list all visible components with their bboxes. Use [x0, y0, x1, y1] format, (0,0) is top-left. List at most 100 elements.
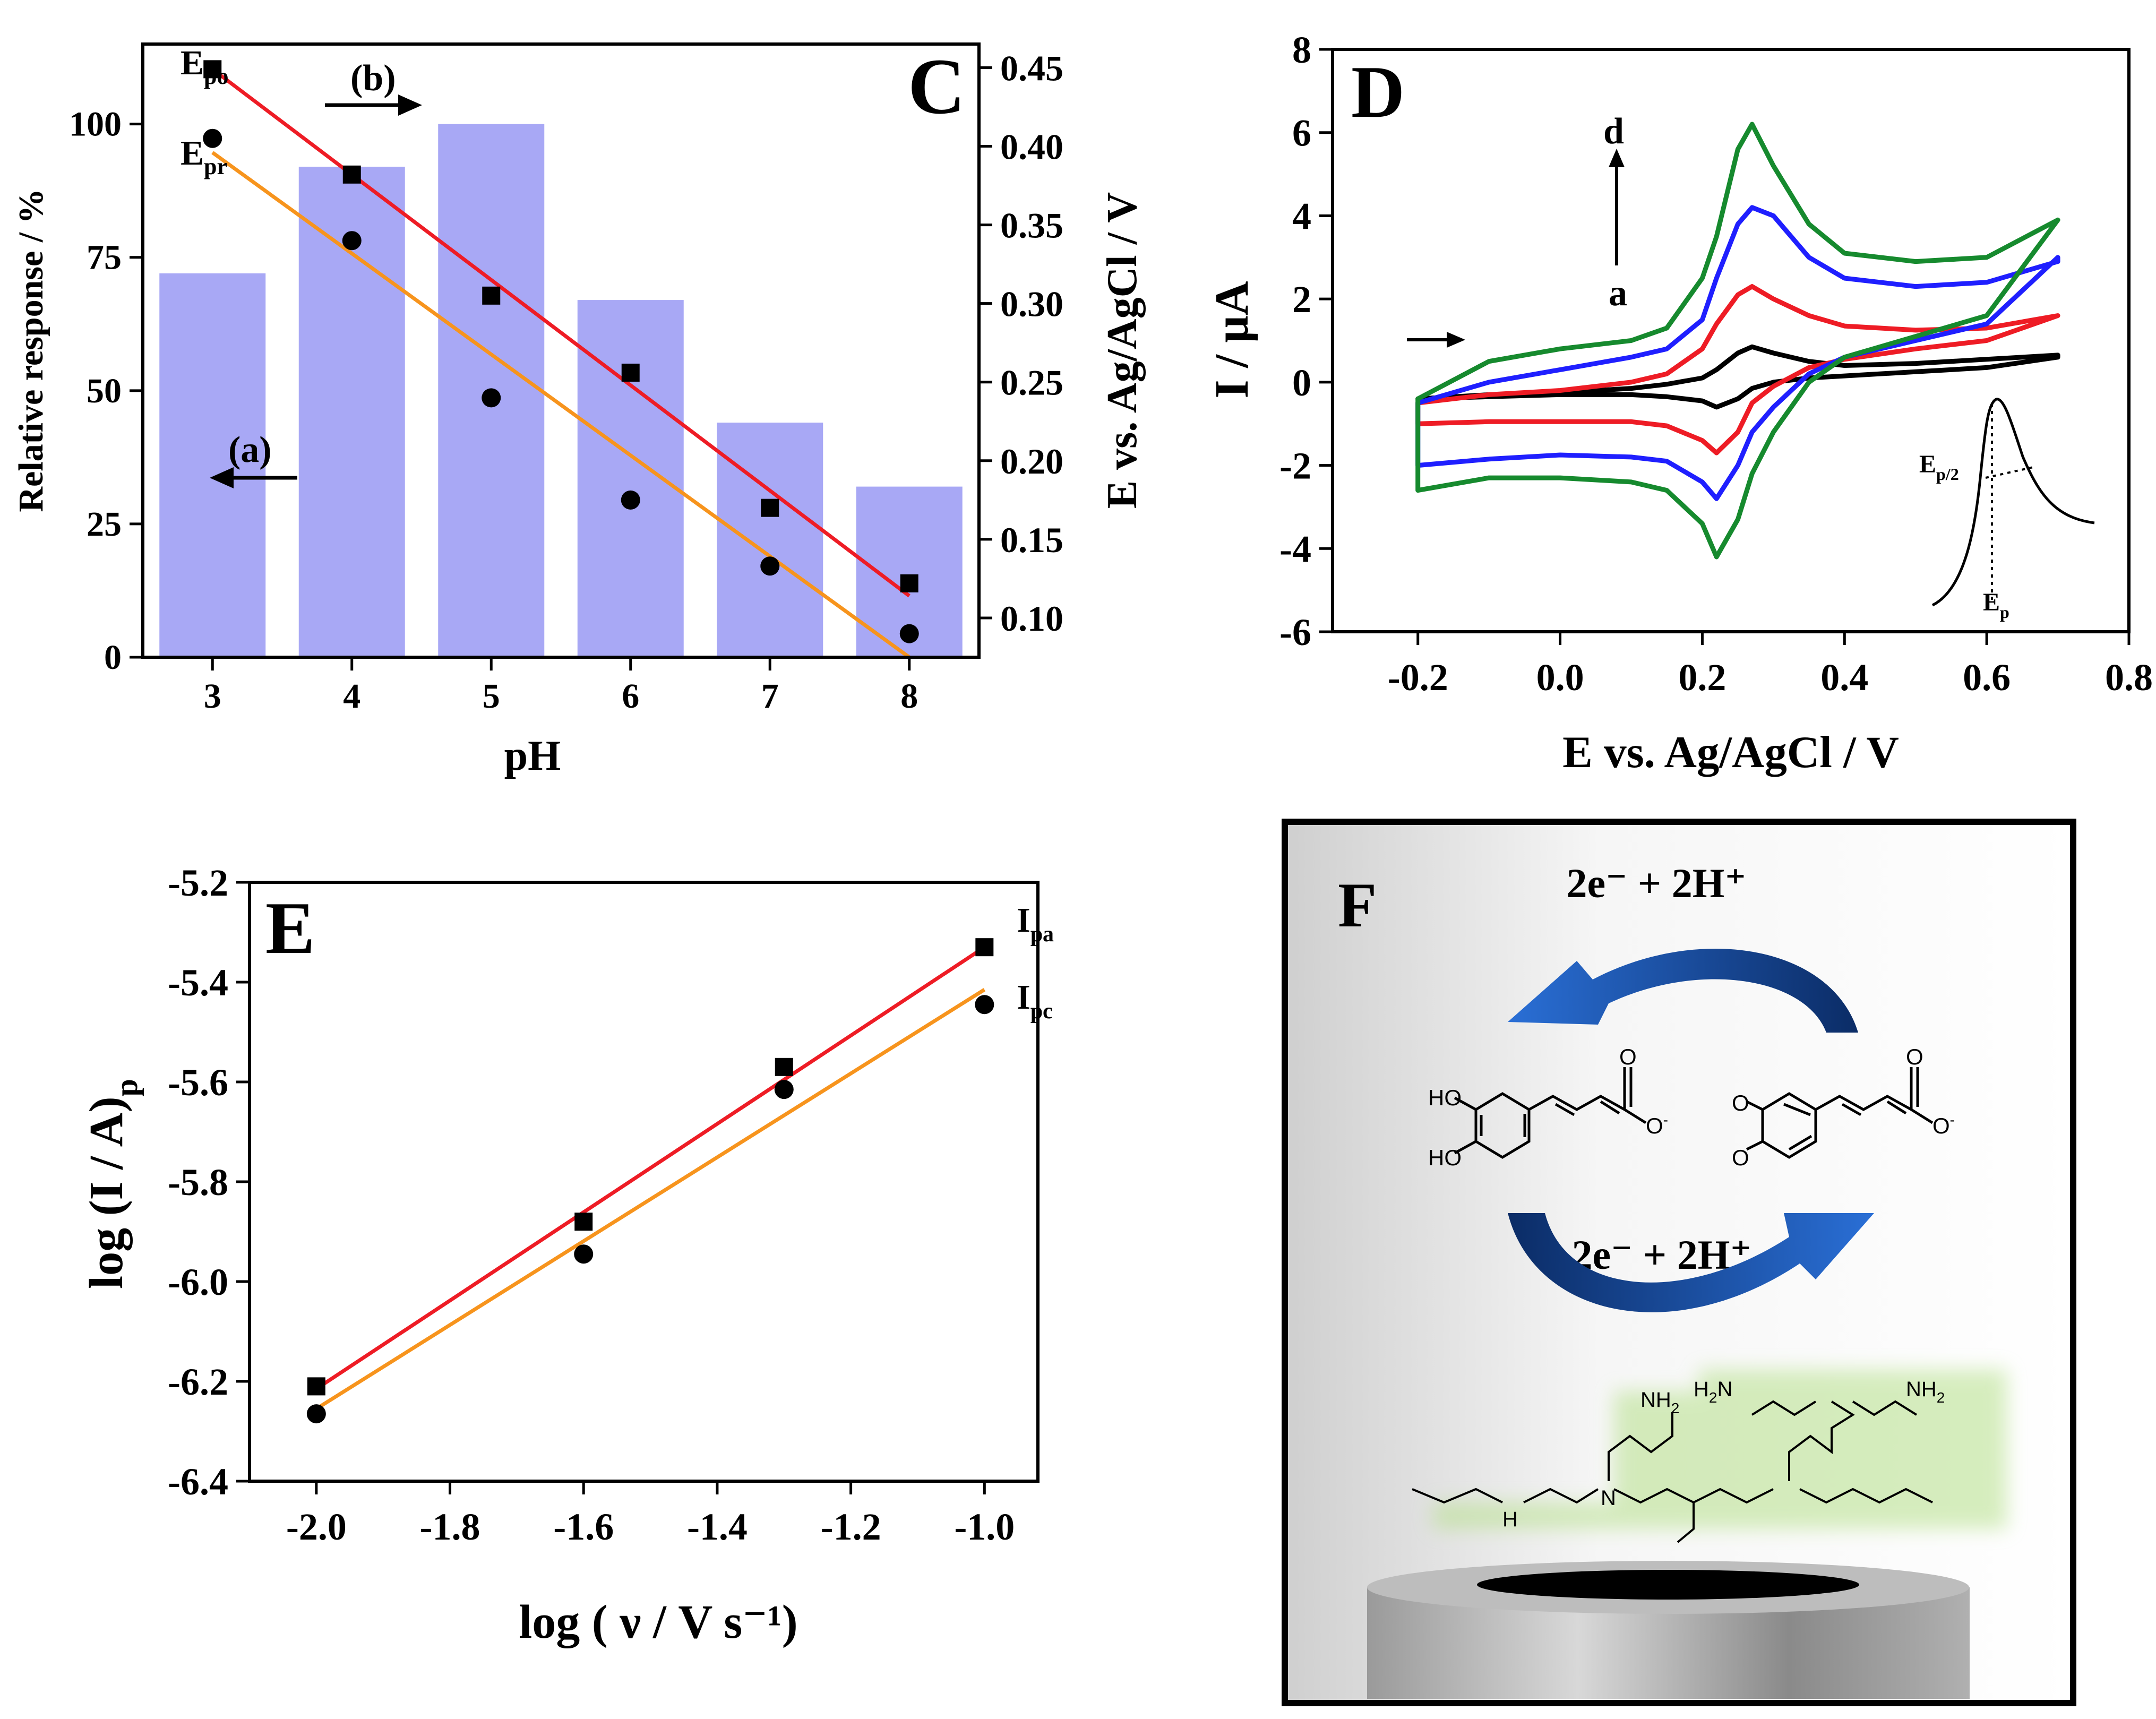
panel-e-x-tick-label: -1.8 — [420, 1506, 480, 1548]
panel-f-o-top-left: O — [1619, 1044, 1637, 1069]
panel-d-y-tick-label: 2 — [1292, 278, 1311, 321]
panel-d-y-tick-label: 6 — [1292, 112, 1311, 154]
panel-c-x-tick-label: 3 — [204, 677, 221, 716]
panel-e-point-Ipc — [306, 1404, 326, 1424]
panel-e-point-Ipc — [975, 995, 994, 1015]
panel-c-y2-tick-label: 0.35 — [1000, 205, 1063, 246]
panel-c-y2-tick-label: 0.40 — [1000, 127, 1063, 167]
panel-c-point-Epr — [342, 231, 362, 251]
panel-e-y-axis-title: log (I / A)p — [80, 1079, 144, 1289]
panel-d-curve-a — [1415, 344, 2060, 410]
panel-c-annot-b: (b) — [350, 58, 396, 99]
panel-e-point-Ipc — [774, 1080, 794, 1099]
panel-c-y2-tick-label: 0.15 — [1000, 520, 1063, 560]
panel-c-x-tick-label: 5 — [483, 677, 500, 716]
panel-c-y-tick-label: 50 — [87, 372, 122, 410]
panel-f-nh2-2: H2N — [1694, 1378, 1732, 1406]
panel-c: 3 4 5 6 7 8 0 25 50 75 100 0.10 0.15 0.20 0.25 0.30 0.35… — [12, 42, 1146, 779]
panel-c-point-Epr — [899, 624, 919, 643]
panel-d-y-axis-title: I / μA — [1206, 281, 1258, 398]
panel-d-curve-b — [1415, 284, 2060, 455]
panel-f-arrow-bottom-icon — [1508, 1213, 1874, 1312]
panel-e-letter: E — [265, 887, 315, 969]
panel-f-molecule-caffeic — [1454, 1067, 1647, 1159]
panel-f-top-label: 2e⁻ + 2H⁺ — [1566, 860, 1746, 906]
panel-e-x-tick-label: -1.6 — [553, 1506, 614, 1548]
panel-c-frame — [141, 42, 981, 659]
panel-e-x-tick-label: -2.0 — [286, 1506, 347, 1548]
panel-f-molecule-quinone — [1746, 1067, 1934, 1159]
panel-d-inset-curve — [1931, 398, 2095, 607]
panel-d-x-tick-label: 0.8 — [2105, 656, 2153, 699]
panel-d-curve-c — [1415, 205, 2060, 501]
panel-d-y-tick-label: 8 — [1292, 29, 1311, 71]
panel-e-y-tick-label: -5.6 — [168, 1061, 228, 1104]
panel-e-point-Ipa — [574, 1213, 593, 1231]
panel-d-inset-ep: Ep — [1983, 588, 2009, 622]
panel-d-letter: D — [1351, 51, 1405, 133]
panel-c-y-tick-label: 25 — [87, 505, 122, 544]
panel-c-letter: C — [908, 42, 965, 131]
panel-f-letter: F — [1338, 870, 1377, 940]
panel-e-y-tick-label: -5.4 — [168, 961, 228, 1004]
panel-d-x-axis-title: E vs. Ag/AgCl / V — [1562, 727, 1899, 777]
panel-f-o-quinone-2: O — [1732, 1145, 1749, 1170]
panel-e-x-tick-label: -1.4 — [687, 1506, 748, 1548]
panel-f: F 2e⁻ + 2H⁺ 2e⁻ + 2H⁺ HO HO O O- O O O O… — [1282, 819, 2076, 1706]
panel-c-y-axis-title: Relative response / % — [12, 188, 50, 512]
panel-d-inset-ep2: Ep/2 — [1919, 450, 1959, 484]
panel-d-x-tick-label: 0.6 — [1963, 656, 2011, 699]
panel-e-y-tick-label: -6.2 — [168, 1361, 228, 1403]
panel-c-point-Epr — [482, 388, 501, 408]
panel-f-nh2-3: NH2 — [1906, 1378, 1945, 1406]
panel-d-curve-label-d: d — [1603, 111, 1624, 152]
panel-c-y2-axis-title: E vs. Ag/AgCl / V — [1099, 192, 1146, 509]
panel-f-n-amine: N — [1601, 1486, 1616, 1510]
panel-f-electrode — [1367, 1561, 1970, 1699]
panel-f-o-minus-left: O- — [1646, 1112, 1668, 1138]
panel-c-point-Epo — [203, 60, 222, 79]
panel-c-point-Epr — [760, 556, 780, 576]
panel-c-x-tick-label: 6 — [622, 677, 639, 716]
panel-e-point-Ipc — [574, 1244, 594, 1264]
panel-f-o-minus-right: O- — [1932, 1112, 1955, 1138]
panel-c-y2-tick-label: 0.45 — [1000, 48, 1063, 88]
panel-e-x-tick-label: -1.2 — [821, 1506, 881, 1548]
panel-c-point-Epo — [482, 286, 501, 305]
panel-d-x-tick-label: 0.4 — [1820, 656, 1868, 699]
panel-d-y-tick-label: -2 — [1279, 445, 1311, 487]
panel-d-x-tick-label: 0.2 — [1678, 656, 1726, 699]
panel-e-point-Ipa — [307, 1377, 325, 1396]
panel-c-point-Epo — [621, 363, 640, 382]
panel-c-fit-Epo — [211, 67, 910, 598]
panel-f-o-quinone-1: O — [1732, 1090, 1749, 1115]
panel-f-h-amine: H — [1502, 1508, 1518, 1531]
panel-d-y-tick-label: 4 — [1292, 195, 1311, 237]
panel-e-label-ipc: Ipc — [1017, 978, 1053, 1024]
panel-c-bar-7 — [717, 423, 823, 657]
panel-d-y-tick-label: 0 — [1292, 362, 1311, 404]
panel-d-curve-d — [1415, 122, 2060, 560]
panel-d-curve-label-a: a — [1609, 273, 1627, 314]
panel-e-point-Ipa — [975, 938, 994, 957]
panel-c-fit-Epr — [211, 151, 910, 659]
panel-c-bar-6 — [577, 300, 684, 657]
panel-d: -0.2 0.0 0.2 0.4 0.6 0.8 -6 -4 -2 0 2 4 6 8 D E vs. A… — [1206, 29, 2153, 777]
panel-e-frame — [248, 881, 1040, 1483]
panel-c-y2-tick-label: 0.10 — [1000, 598, 1063, 639]
panel-c-y-tick-label: 75 — [87, 238, 122, 277]
panel-c-x-axis-title: pH — [504, 733, 561, 779]
panel-e-y-tick-label: -5.8 — [168, 1161, 228, 1204]
panel-c-point-Epo — [900, 574, 918, 592]
panel-f-ho-1: HO — [1428, 1085, 1462, 1110]
panel-c-point-Epr — [621, 490, 640, 510]
panel-f-polymer — [1412, 1400, 1933, 1543]
panel-d-x-tick-label: -0.2 — [1388, 656, 1448, 699]
panel-c-x-tick-label: 4 — [343, 677, 360, 716]
panel-e-y-tick-label: -6.0 — [168, 1261, 228, 1303]
panel-c-bar-3 — [159, 273, 266, 657]
panel-f-arrow-top-icon — [1508, 948, 1858, 1033]
panel-d-inset: Ep/2 Ep — [1919, 398, 2095, 622]
panel-f-ho-2: HO — [1428, 1145, 1462, 1170]
